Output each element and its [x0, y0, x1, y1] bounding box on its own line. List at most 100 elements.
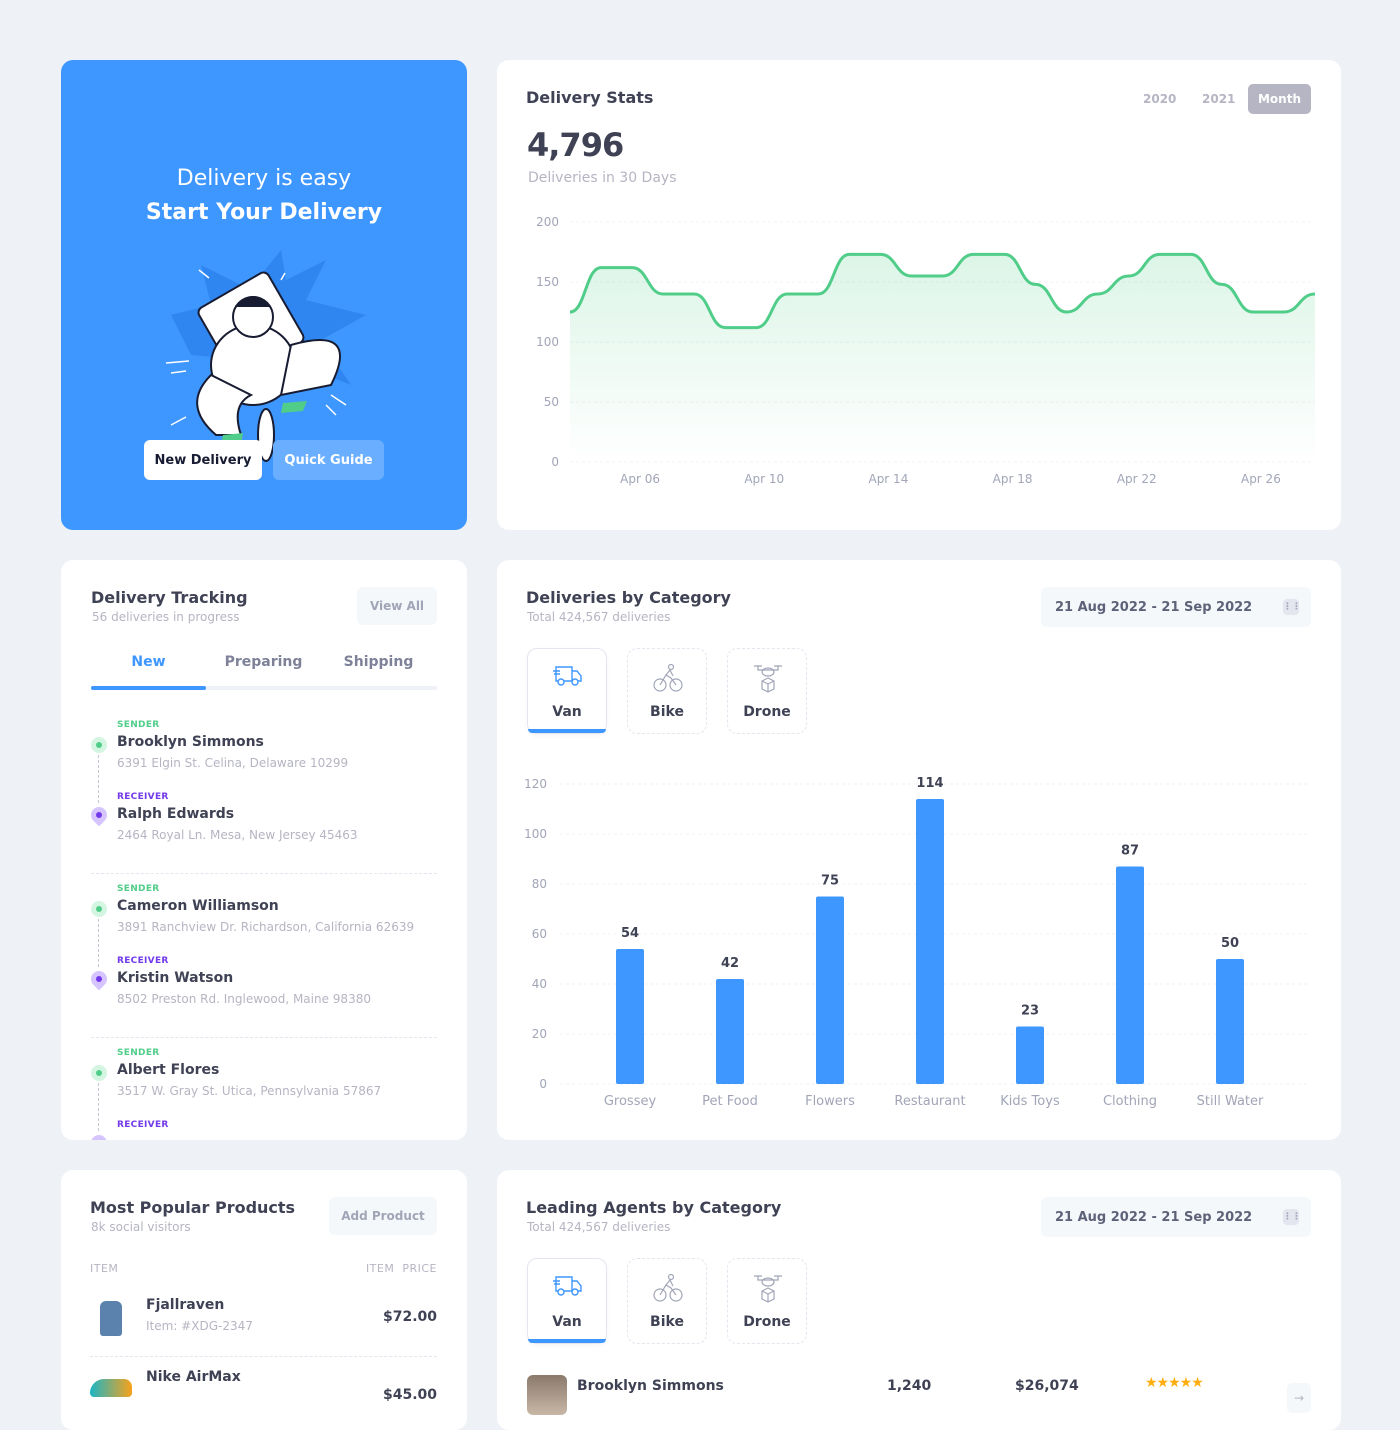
sender-dot-icon: [91, 901, 107, 917]
y-tick-label: 100: [536, 335, 559, 349]
date-range-text: 21 Aug 2022 - 21 Sep 2022: [1055, 1209, 1253, 1225]
card-title: Leading Agents by Category: [526, 1198, 782, 1217]
sneaker-image: [90, 1379, 132, 1397]
tab-drone[interactable]: Drone: [727, 1258, 807, 1344]
bar-value-label: 75: [821, 874, 839, 889]
x-tick-label: Restaurant: [894, 1094, 965, 1109]
route-line: [98, 1083, 99, 1131]
receiver-address: 2464 Royal Ln. Mesa, New Jersey 45463: [117, 828, 358, 842]
tracking-tabs: New Preparing Shipping: [91, 654, 437, 690]
sender-label: SENDER: [117, 884, 160, 894]
product-name: Nike AirMax: [146, 1369, 241, 1385]
tab-label: Drone: [743, 1314, 791, 1330]
table-row[interactable]: Fjallraven Item: #XDG-2347 $72.00: [90, 1285, 437, 1357]
tab-drone[interactable]: Drone: [727, 648, 807, 734]
receiver-label: RECEIVER: [117, 956, 169, 966]
receiver-label: RECEIVER: [117, 1120, 169, 1130]
y-tick-label: 100: [524, 827, 547, 841]
sender-dot-icon: [91, 1065, 107, 1081]
bar-value-label: 50: [1221, 936, 1239, 951]
tab-bike[interactable]: Bike: [627, 1258, 707, 1344]
tab-bike[interactable]: Bike: [627, 648, 707, 734]
bar: [916, 799, 944, 1084]
date-range-picker[interactable]: 21 Aug 2022 - 21 Sep 2022 ⋮⋮: [1041, 587, 1311, 627]
list-item[interactable]: SENDER Albert Flores 3517 W. Gray St. Ut…: [91, 1038, 437, 1140]
receiver-pin-icon: [91, 803, 111, 827]
x-tick-label: Kids Toys: [1000, 1094, 1060, 1109]
receiver-name: Ralph Edwards: [117, 806, 235, 822]
list-item[interactable]: SENDER Cameron Williamson 3891 Ranchview…: [91, 874, 437, 1038]
tab-shipping[interactable]: Shipping: [343, 654, 414, 670]
calendar-icon: ⋮⋮: [1283, 1209, 1301, 1225]
sender-name: Albert Flores: [117, 1062, 220, 1078]
add-product-button[interactable]: Add Product: [329, 1197, 437, 1235]
sender-address: 6391 Elgin St. Celina, Delaware 10299: [117, 756, 349, 770]
tab-preparing[interactable]: Preparing: [224, 654, 303, 670]
new-delivery-button[interactable]: New Delivery: [144, 440, 262, 480]
calendar-icon: ⋮⋮: [1283, 599, 1301, 615]
tab-new[interactable]: New: [131, 654, 166, 670]
bar: [1016, 1026, 1044, 1084]
series-line: [569, 252, 1316, 330]
backpack-image: [100, 1301, 122, 1336]
card-title: Delivery Tracking: [91, 588, 248, 607]
y-tick-label: 150: [536, 275, 559, 289]
bar-value-label: 54: [621, 926, 639, 941]
bar: [816, 896, 844, 1084]
view-all-button[interactable]: View All: [357, 587, 437, 625]
tab-label: Bike: [650, 1314, 684, 1330]
card-subtitle: Total 424,567 deliveries: [527, 610, 671, 624]
hero-tagline: Delivery is easy: [176, 166, 352, 191]
bar-value-label: 42: [721, 956, 739, 971]
agent-earnings: $26,074: [1015, 1378, 1079, 1394]
hero-heading: Start Your Delivery: [145, 200, 383, 225]
x-tick-label: Flowers: [805, 1094, 855, 1109]
table-row[interactable]: Nike AirMax $45.00: [90, 1357, 437, 1429]
agent-name: Brooklyn Simmons: [577, 1378, 724, 1394]
category-bar-chart: 0 20 40 60 80 100 120 54 Grossey 42 Pet Food 75 Flow…: [524, 776, 1310, 1109]
sender-name: Cameron Williamson: [117, 898, 279, 914]
arrow-right-icon: →: [1293, 1391, 1305, 1405]
x-tick-label: Still Water: [1197, 1094, 1264, 1109]
list-item[interactable]: SENDER Brooklyn Simmons 6391 Elgin St. C…: [91, 710, 437, 874]
quick-guide-button[interactable]: Quick Guide: [273, 440, 384, 480]
card-subtitle: 8k social visitors: [91, 1220, 191, 1234]
table-row[interactable]: Brooklyn Simmons 1,240 $26,074 ★★★★★ →: [527, 1375, 1311, 1415]
card-title: Most Popular Products: [90, 1198, 296, 1217]
avatar: [527, 1375, 567, 1415]
y-tick-label: 200: [536, 215, 559, 229]
column-header-price: ITEM PRICE: [365, 1262, 437, 1275]
bar: [1116, 866, 1144, 1084]
drone-icon: [754, 1275, 782, 1303]
x-tick-label: Apr 06: [620, 472, 660, 486]
bar-value-label: 87: [1121, 844, 1139, 859]
receiver-label: RECEIVER: [117, 792, 169, 802]
receiver-address: 8502 Preston Rd. Inglewood, Maine 98380: [117, 992, 371, 1006]
filter-2020[interactable]: 2020: [1143, 92, 1177, 106]
x-tick-label: Pet Food: [702, 1094, 758, 1109]
date-range-picker[interactable]: 21 Aug 2022 - 21 Sep 2022 ⋮⋮: [1041, 1197, 1311, 1237]
van-icon: [553, 1276, 582, 1296]
van-icon: [553, 666, 582, 686]
tab-van[interactable]: Van: [527, 1258, 607, 1344]
bike-icon: [653, 663, 683, 692]
delivery-tracking-card: Delivery Tracking 56 deliveries in progr…: [61, 560, 467, 1140]
filter-month[interactable]: Month: [1248, 84, 1311, 114]
tab-label: Van: [552, 1314, 582, 1330]
date-range-text: 21 Aug 2022 - 21 Sep 2022: [1055, 599, 1253, 615]
agent-deliveries: 1,240: [887, 1378, 932, 1394]
view-agent-button[interactable]: →: [1287, 1383, 1311, 1413]
receiver-pin-icon: [91, 1131, 111, 1140]
x-tick-label: Apr 26: [1241, 472, 1281, 486]
total-deliveries: 4,796: [527, 126, 624, 164]
card-subtitle: 56 deliveries in progress: [92, 610, 240, 624]
bike-icon: [653, 1273, 683, 1302]
filter-2021[interactable]: 2021: [1202, 92, 1236, 106]
delivery-courier-illustration: [165, 250, 366, 462]
bar: [716, 979, 744, 1084]
y-tick-label: 80: [532, 877, 547, 891]
sender-address: 3891 Ranchview Dr. Richardson, Californi…: [117, 920, 415, 934]
product-price: $45.00: [382, 1387, 437, 1403]
tab-van[interactable]: Van: [527, 648, 607, 734]
product-price: $72.00: [382, 1309, 437, 1325]
